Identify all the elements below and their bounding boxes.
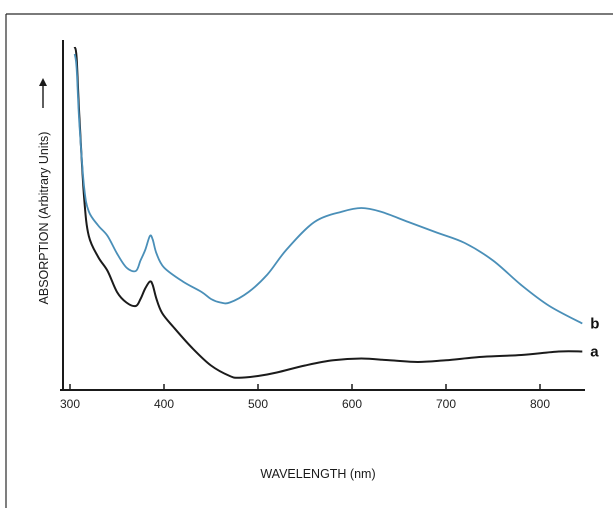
series-label-a: a <box>590 344 599 361</box>
x-tick-label: 800 <box>530 397 550 411</box>
series-lines <box>73 46 583 379</box>
x-tick-label: 300 <box>60 397 80 411</box>
series-line-b <box>73 53 583 325</box>
x-tick-label: 500 <box>248 397 268 411</box>
x-axis-label: WAVELENGTH (nm) <box>260 467 375 481</box>
series-labels: ab <box>590 316 599 361</box>
y-axis-label: ABSORPTION (Arbitrary Units) <box>37 132 51 305</box>
x-tick-label: 400 <box>154 397 174 411</box>
y-label-arrow-head <box>39 78 47 86</box>
series-label-b: b <box>590 316 599 333</box>
x-ticks: 300 400 500 600 700 800 <box>60 384 550 411</box>
series-line-a <box>73 46 583 379</box>
x-tick-label: 600 <box>342 397 362 411</box>
x-tick-label: 700 <box>436 397 456 411</box>
